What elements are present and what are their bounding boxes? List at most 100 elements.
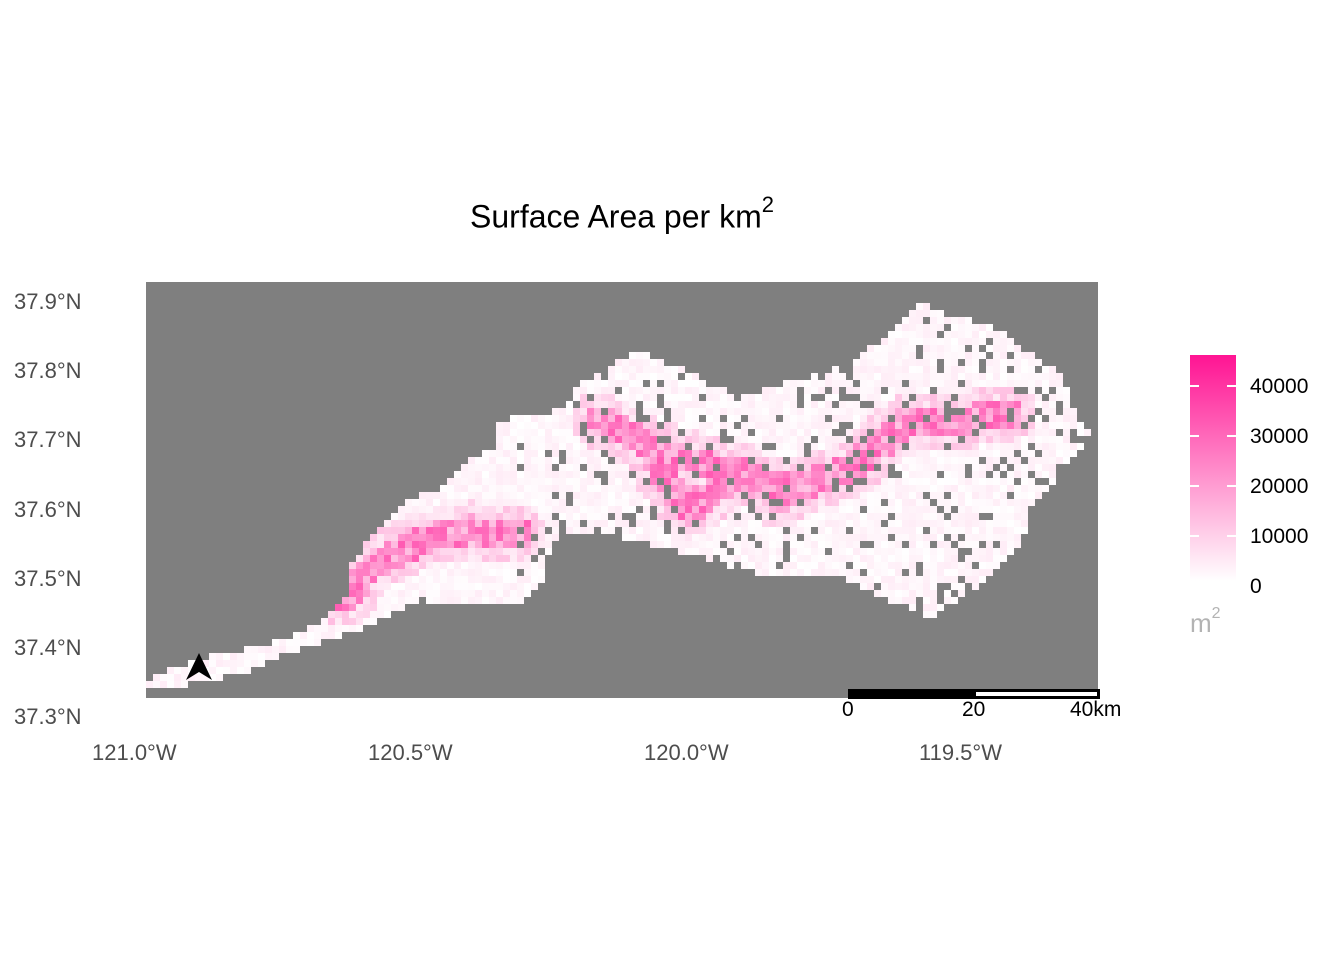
raster-cell xyxy=(573,422,580,429)
raster-cell xyxy=(832,492,839,499)
raster-cell xyxy=(188,674,195,681)
raster-cell xyxy=(1049,366,1056,373)
raster-cell xyxy=(566,513,573,520)
raster-cell xyxy=(545,520,552,527)
raster-cell xyxy=(839,555,846,562)
raster-cell xyxy=(517,555,524,562)
raster-cell xyxy=(741,562,748,569)
raster-cell xyxy=(489,485,496,492)
raster-cell xyxy=(433,583,440,590)
raster-cell xyxy=(797,562,804,569)
raster-cell xyxy=(748,436,755,443)
raster-cell xyxy=(601,506,608,513)
raster-cell xyxy=(615,408,622,415)
raster-cell xyxy=(475,576,482,583)
raster-cell xyxy=(692,478,699,485)
raster-cell xyxy=(1028,366,1035,373)
raster-cell xyxy=(160,681,167,688)
raster-cell xyxy=(489,506,496,513)
raster-cell xyxy=(1021,359,1028,366)
raster-cell xyxy=(657,506,664,513)
raster-cell xyxy=(853,548,860,555)
raster-cell xyxy=(1000,429,1007,436)
raster-cell xyxy=(755,401,762,408)
raster-cell xyxy=(951,499,958,506)
raster-cell xyxy=(769,492,776,499)
raster-cell xyxy=(468,527,475,534)
raster-cell xyxy=(888,457,895,464)
raster-cell xyxy=(482,548,489,555)
raster-cell xyxy=(1007,513,1014,520)
raster-cell xyxy=(895,359,902,366)
raster-cell xyxy=(951,520,958,527)
raster-cell xyxy=(832,548,839,555)
raster-cell xyxy=(867,534,874,541)
raster-cell xyxy=(853,520,860,527)
raster-cell xyxy=(650,387,657,394)
raster-cell xyxy=(713,387,720,394)
raster-cell xyxy=(895,331,902,338)
raster-cell xyxy=(825,520,832,527)
raster-cell xyxy=(825,534,832,541)
raster-cell xyxy=(853,492,860,499)
raster-cell xyxy=(510,541,517,548)
raster-cell xyxy=(867,485,874,492)
raster-cell xyxy=(454,471,461,478)
raster-cell xyxy=(538,569,545,576)
raster-cell xyxy=(664,534,671,541)
raster-cell xyxy=(762,387,769,394)
raster-cell xyxy=(384,583,391,590)
raster-cell xyxy=(979,394,986,401)
raster-cell xyxy=(839,415,846,422)
raster-cell xyxy=(923,562,930,569)
raster-cell xyxy=(902,450,909,457)
raster-cell xyxy=(839,380,846,387)
raster-cell xyxy=(1049,443,1056,450)
raster-cell xyxy=(811,506,818,513)
raster-cell xyxy=(937,562,944,569)
raster-cell xyxy=(342,618,349,625)
raster-cell xyxy=(629,415,636,422)
legend-tick-label: 30000 xyxy=(1250,425,1309,448)
raster-cell xyxy=(853,387,860,394)
raster-cell xyxy=(433,541,440,548)
raster-cell xyxy=(867,492,874,499)
raster-cell xyxy=(769,464,776,471)
raster-cell xyxy=(342,625,349,632)
raster-cell xyxy=(986,541,993,548)
raster-cell xyxy=(741,513,748,520)
raster-cell xyxy=(538,499,545,506)
raster-cell xyxy=(937,450,944,457)
raster-cell xyxy=(1014,457,1021,464)
raster-cell xyxy=(867,548,874,555)
raster-cell xyxy=(510,450,517,457)
raster-cell xyxy=(958,373,965,380)
raster-cell xyxy=(573,464,580,471)
raster-cell xyxy=(503,429,510,436)
raster-cell xyxy=(678,408,685,415)
raster-cell xyxy=(517,597,524,604)
raster-cell xyxy=(524,548,531,555)
raster-cell xyxy=(1000,359,1007,366)
raster-cell xyxy=(461,527,468,534)
raster-cell xyxy=(391,604,398,611)
raster-cell xyxy=(986,331,993,338)
raster-cell xyxy=(958,527,965,534)
raster-cell xyxy=(923,401,930,408)
raster-cell xyxy=(692,380,699,387)
raster-cell xyxy=(965,569,972,576)
raster-cell xyxy=(832,394,839,401)
raster-cell xyxy=(615,506,622,513)
raster-cell xyxy=(685,380,692,387)
raster-cell xyxy=(174,667,181,674)
raster-cell xyxy=(895,436,902,443)
raster-cell xyxy=(818,548,825,555)
raster-cell xyxy=(1000,380,1007,387)
raster-cell xyxy=(1077,429,1084,436)
raster-cell xyxy=(440,485,447,492)
raster-cell xyxy=(923,387,930,394)
raster-cell xyxy=(1021,478,1028,485)
raster-cell xyxy=(475,583,482,590)
raster-cell xyxy=(412,569,419,576)
raster-cell xyxy=(888,422,895,429)
